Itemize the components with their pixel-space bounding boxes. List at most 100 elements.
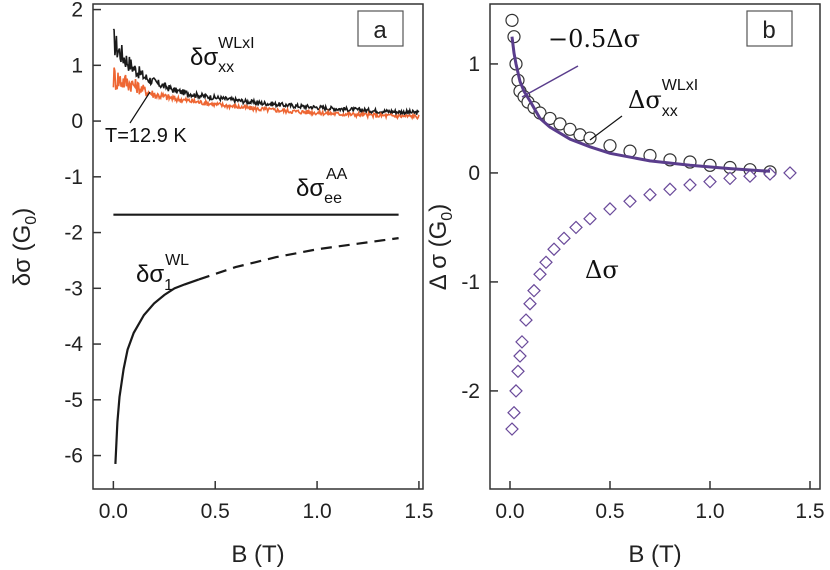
a-ytick-label: -2 — [64, 222, 83, 245]
annot-wlxx-a-sup: WLxI — [218, 35, 254, 52]
diamond-point — [783, 166, 797, 180]
circle-point — [563, 122, 577, 136]
diamond-point — [523, 296, 537, 311]
plot-frame-a — [92, 3, 424, 490]
a-xtick-label: 0.5 — [201, 500, 230, 523]
panel-label-box-a — [357, 10, 404, 47]
diamond-point — [703, 174, 717, 189]
diamond-point — [683, 178, 697, 192]
b-ticks: 0.0 0.5 1.0 1.5 1 0 -1 -2 — [461, 53, 824, 523]
diamond-point — [663, 182, 677, 197]
annot-temp-a: T=12.9 K — [105, 125, 187, 147]
a-xtick-label: 1.5 — [404, 500, 433, 523]
panel-label-a: a — [373, 17, 387, 44]
circle-point — [583, 131, 597, 145]
b-xtick-label: 1.5 — [795, 500, 824, 523]
panel-b: 0.0 0.5 1.0 1.510-1-2 b −0.5Δσ ΔσxxWLxI Δσ … — [425, 3, 825, 568]
circle-point — [505, 13, 519, 27]
b-ytick-label: -2 — [461, 380, 480, 403]
b-ytick-label: -1 — [461, 271, 480, 294]
panel-label-box-b — [746, 10, 793, 47]
a-ytick-label: -6 — [64, 445, 83, 468]
diamond-point — [539, 255, 553, 270]
circle-point — [543, 111, 557, 126]
b-ytick-label: 0 — [468, 162, 480, 185]
b-xtick-label: 1.0 — [695, 500, 724, 523]
b-xtick-label: 0.0 — [495, 500, 524, 523]
diamond-point — [533, 267, 547, 282]
x-axis-title-b: B (T) — [628, 541, 681, 568]
annot-wlxx-a-main: δσ — [190, 44, 218, 71]
y-axis-title-b-sub: 0 — [439, 212, 456, 221]
annot-wl1-a: δσ1 WL — [136, 252, 189, 294]
annot-temp-pointer — [129, 91, 151, 124]
diamond-point — [583, 211, 597, 226]
annot-wl1-a-main: δσ — [136, 261, 164, 288]
y-axis-title-b-close: ) — [425, 204, 452, 212]
annot-half-b: −0.5Δσ — [548, 25, 640, 53]
a-ytick-label: -1 — [64, 166, 83, 189]
y-axis-title-b-main: Δ σ (G — [425, 221, 452, 291]
annot-wlxx-pointer — [589, 115, 623, 141]
circle-point — [603, 139, 617, 153]
x-axis-title-a: B (T) — [231, 541, 284, 568]
diamond-point — [513, 349, 527, 363]
b-xtick-label: 0.5 — [595, 500, 624, 523]
diamond-point — [511, 364, 525, 379]
diamond-point — [507, 405, 521, 420]
diamond-point — [723, 171, 737, 186]
diamond-point — [547, 242, 561, 257]
annot-wlxx-b-sup: WLxI — [662, 77, 698, 94]
half-delta-line — [510, 36, 771, 173]
a-xtick-label: 1.0 — [302, 500, 331, 523]
a-ytick-label: -3 — [64, 277, 83, 300]
a-ytick-label: 1 — [71, 54, 83, 77]
annot-wlxx-b: Δσxx WLxI — [628, 77, 698, 120]
panel-label-b: b — [762, 17, 775, 44]
diamond-point — [569, 220, 583, 235]
diamond-point — [557, 231, 571, 246]
diamond-point — [623, 194, 637, 209]
series-a-4 — [198, 237, 399, 281]
a-ytick-label: -5 — [64, 389, 83, 412]
annot-half-pointer — [521, 65, 579, 98]
plot-frame-b — [489, 3, 821, 490]
y-axis-title-b: Δ σ (G0) — [425, 204, 456, 290]
annot-ee-a-sup: AA — [326, 166, 348, 183]
a-ticks: 0.0 0.5 1.0 1.5 2 1 0 -1 -2 -3 -4 -5 -6 — [64, 0, 433, 523]
annot-delta-b: Δσ — [585, 256, 619, 284]
y-axis-title-a-main: δσ (G — [9, 225, 36, 287]
diamond-point — [603, 202, 617, 216]
y-axis-title-a-sub: 0 — [23, 216, 40, 225]
diamond-point — [505, 422, 519, 436]
y-axis-title-a-close: ) — [9, 208, 36, 216]
series-a-3 — [114, 278, 200, 464]
annot-wlxx-a: δσxx WLxI — [190, 35, 255, 76]
y-axis-title-a: δσ (G0) — [9, 208, 40, 286]
annot-ee-a: δσee AA — [296, 166, 348, 207]
a-xtick-label: 0.0 — [99, 500, 128, 523]
diamond-point — [519, 313, 533, 327]
annot-wlxx-a-sub: xx — [218, 59, 234, 76]
a-ytick-label: -4 — [64, 333, 83, 356]
annot-ee-a-main: δσ — [296, 175, 324, 202]
a-ytick-label: 2 — [71, 0, 83, 22]
diamond-point — [509, 384, 523, 398]
annot-wl1-a-sup: WL — [165, 252, 189, 269]
diamond-point — [643, 187, 657, 202]
b-ytick-label: 1 — [468, 53, 480, 76]
diamond-point — [743, 169, 757, 184]
a-ytick-label: 0 — [71, 110, 83, 133]
annot-ee-a-sub: ee — [324, 190, 342, 207]
circle-point — [553, 117, 567, 131]
annot-wl1-a-sub: 1 — [164, 277, 173, 294]
b-series — [505, 13, 797, 436]
diamond-point — [515, 335, 529, 349]
series-a-1 — [112, 67, 420, 121]
annot-wlxx-b-main: Δσ — [628, 86, 662, 114]
series-a-0 — [112, 28, 420, 117]
a-series — [112, 28, 420, 464]
diamond-point — [527, 283, 541, 298]
